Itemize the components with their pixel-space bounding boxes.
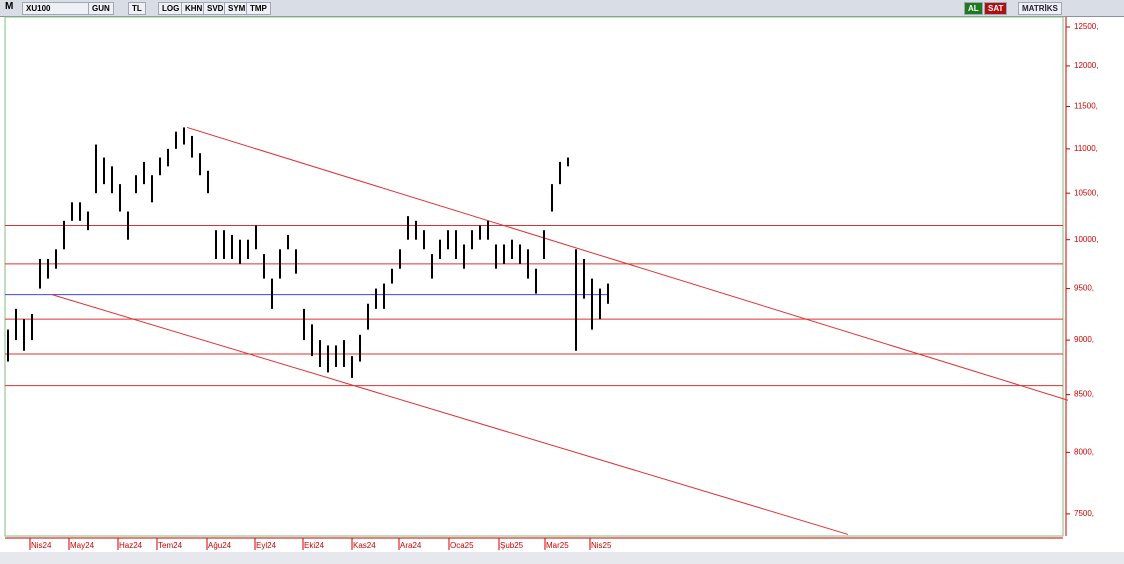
x-tick-label: Nis25 [591, 541, 612, 550]
x-tick-label: Oca25 [450, 541, 474, 550]
toolbar: M XU100 GUN TL LOG KHN SVD SYM TMP AL SA… [0, 0, 1124, 17]
x-tick-label: Ağu24 [208, 541, 232, 550]
scrollbar[interactable] [0, 552, 1124, 564]
x-tick-label: Nis24 [31, 541, 52, 550]
trend-line [51, 294, 849, 535]
y-tick-label: 9000, [1074, 335, 1094, 344]
y-tick-label: 10000, [1074, 235, 1098, 244]
y-tick-label: 12000, [1074, 61, 1098, 70]
sell-button[interactable]: SAT [984, 2, 1008, 15]
x-tick-label: Haz24 [119, 541, 143, 550]
plot-area [4, 16, 1064, 537]
y-tick-label: 8500, [1074, 390, 1094, 399]
x-tick-label: Tem24 [158, 541, 183, 550]
y-tick-label: 12500, [1074, 22, 1098, 31]
buy-button[interactable]: AL [964, 2, 983, 15]
x-tick-label: Eyl24 [256, 541, 277, 550]
x-tick-label: Şub25 [500, 541, 524, 550]
x-tick-label: May24 [70, 541, 95, 550]
y-tick-label: 7500, [1074, 509, 1094, 518]
y-tick-label: 10500, [1074, 188, 1098, 197]
brand: MATRİKS [1018, 2, 1062, 15]
menu[interactable]: M [5, 1, 14, 12]
button[interactable]: TMP [246, 2, 271, 15]
y-tick-label: 8000, [1074, 447, 1094, 456]
trend-line [186, 126, 1069, 401]
x-tick-label: Ara24 [400, 541, 422, 550]
x-tick-label: Mar25 [546, 541, 569, 550]
y-tick-label: 11500, [1074, 102, 1098, 111]
x-tick-label: Eki24 [304, 541, 325, 550]
y-tick-label: 9500, [1074, 284, 1094, 293]
button[interactable]: TL [128, 2, 146, 15]
button[interactable]: GUN [88, 2, 114, 15]
y-tick-label: 11000, [1074, 144, 1098, 153]
x-tick-label: Kas24 [353, 541, 376, 550]
